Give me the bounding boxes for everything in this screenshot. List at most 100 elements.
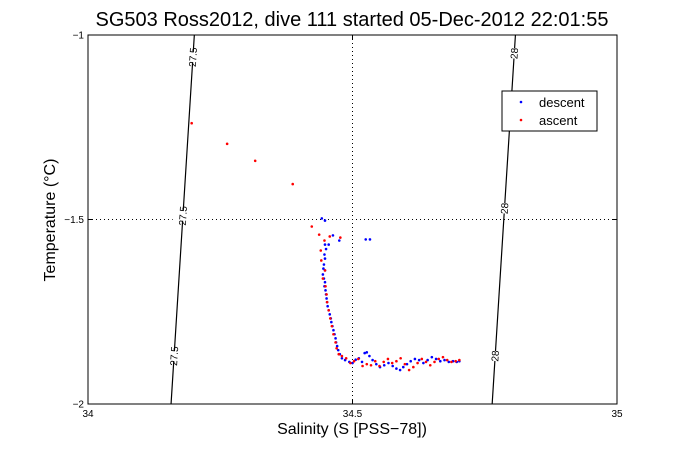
contour-label-background	[182, 51, 204, 63]
descent-point	[323, 280, 327, 284]
ascent-point	[407, 368, 411, 372]
ascent-point	[420, 357, 424, 361]
ascent-point	[337, 352, 341, 356]
descent-point	[387, 361, 390, 365]
ascent-point	[428, 363, 432, 367]
descent-point	[430, 355, 434, 359]
ascent-point	[325, 300, 329, 304]
ascent-point	[325, 293, 328, 296]
ascent-point	[317, 233, 321, 236]
ascent-point	[395, 359, 398, 363]
contour-label-background	[163, 350, 185, 362]
contour-label-background	[503, 47, 525, 60]
ascent-point	[344, 356, 348, 360]
descent-point	[340, 356, 344, 360]
ascent-point	[349, 361, 352, 365]
descent-point	[447, 360, 451, 364]
descent-point	[434, 357, 438, 361]
ascent-point	[403, 362, 407, 366]
y-tick-label: −1	[73, 31, 85, 42]
descent-point	[395, 367, 398, 370]
descent-point	[401, 365, 405, 369]
descent-point	[327, 243, 330, 246]
ascent-point	[454, 359, 457, 363]
legend-box	[501, 90, 598, 132]
ascent-point	[458, 358, 461, 362]
descent-point	[323, 243, 327, 246]
descent-point	[382, 363, 386, 367]
contour-label-28: 28	[500, 202, 512, 214]
ascent-point	[412, 365, 415, 369]
descent-point	[334, 337, 337, 340]
descent-point	[320, 217, 324, 220]
contour-label-background	[484, 350, 506, 362]
descent-point	[365, 351, 369, 354]
descent-point	[323, 257, 327, 260]
ascent-point	[445, 358, 449, 362]
ascent-point	[365, 362, 369, 366]
ascent-point	[378, 364, 381, 368]
ascent-point	[340, 354, 344, 358]
ascent-point	[361, 364, 364, 368]
descent-point	[439, 359, 442, 363]
legend-label-ascent: ascent	[539, 113, 578, 128]
descent-point	[335, 344, 339, 348]
ascent-point	[335, 346, 338, 350]
ascent-point	[253, 159, 257, 163]
descent-point	[332, 328, 335, 332]
data-series	[190, 121, 461, 372]
descent-point	[322, 263, 326, 266]
descent-point	[405, 362, 409, 366]
ascent-point	[433, 360, 436, 364]
legend: descent ascent	[501, 90, 598, 132]
descent-point	[330, 320, 333, 324]
chart-title: SG503 Ross2012, dive 111 started 05-Dec-…	[96, 9, 609, 31]
y-tick-label: −1.5	[64, 215, 84, 226]
descent-point	[413, 357, 417, 361]
descent-point	[409, 359, 412, 363]
descent-point	[323, 253, 326, 256]
ascent-point	[330, 324, 334, 328]
series-ascent	[190, 121, 461, 372]
ascent-point	[450, 360, 453, 364]
ascent-point	[334, 341, 337, 344]
ascent-point	[225, 142, 229, 146]
ascent-point	[424, 360, 428, 364]
ascent-point	[339, 236, 342, 239]
ascent-point	[416, 361, 419, 365]
ascent-point	[399, 356, 402, 360]
ascent-point	[441, 355, 445, 359]
descent-point	[336, 348, 340, 352]
descent-point	[325, 297, 328, 300]
ascent-point	[190, 121, 193, 125]
legend-label-descent: descent	[539, 95, 585, 110]
descent-point	[324, 247, 328, 251]
descent-point	[368, 238, 372, 241]
descent-point	[337, 239, 341, 242]
contour-label-background	[494, 202, 515, 215]
x-tick-label: 34	[82, 409, 94, 420]
descent-point	[324, 289, 327, 292]
ascent-point	[323, 239, 326, 242]
ascent-point	[386, 357, 390, 361]
contour-label-27-5: 27.5	[188, 47, 200, 68]
descent-point	[375, 362, 378, 366]
x-axis-label: Salinity (S [PSS−78])	[277, 421, 427, 438]
descent-point	[391, 364, 395, 368]
contour-label-28: 28	[490, 350, 502, 362]
ascent-point	[319, 259, 323, 262]
ascent-point	[324, 284, 327, 288]
descent-point	[328, 313, 332, 316]
descent-point	[422, 361, 425, 365]
descent-point	[443, 358, 446, 362]
ascent-point	[373, 359, 377, 363]
ascent-point	[390, 361, 394, 365]
legend-marker-ascent	[519, 118, 523, 122]
descent-point	[326, 304, 329, 308]
ascent-point	[291, 182, 295, 186]
ascent-point	[369, 363, 373, 367]
ascent-point	[327, 308, 330, 312]
descent-point	[351, 361, 354, 365]
descent-point	[360, 360, 364, 364]
